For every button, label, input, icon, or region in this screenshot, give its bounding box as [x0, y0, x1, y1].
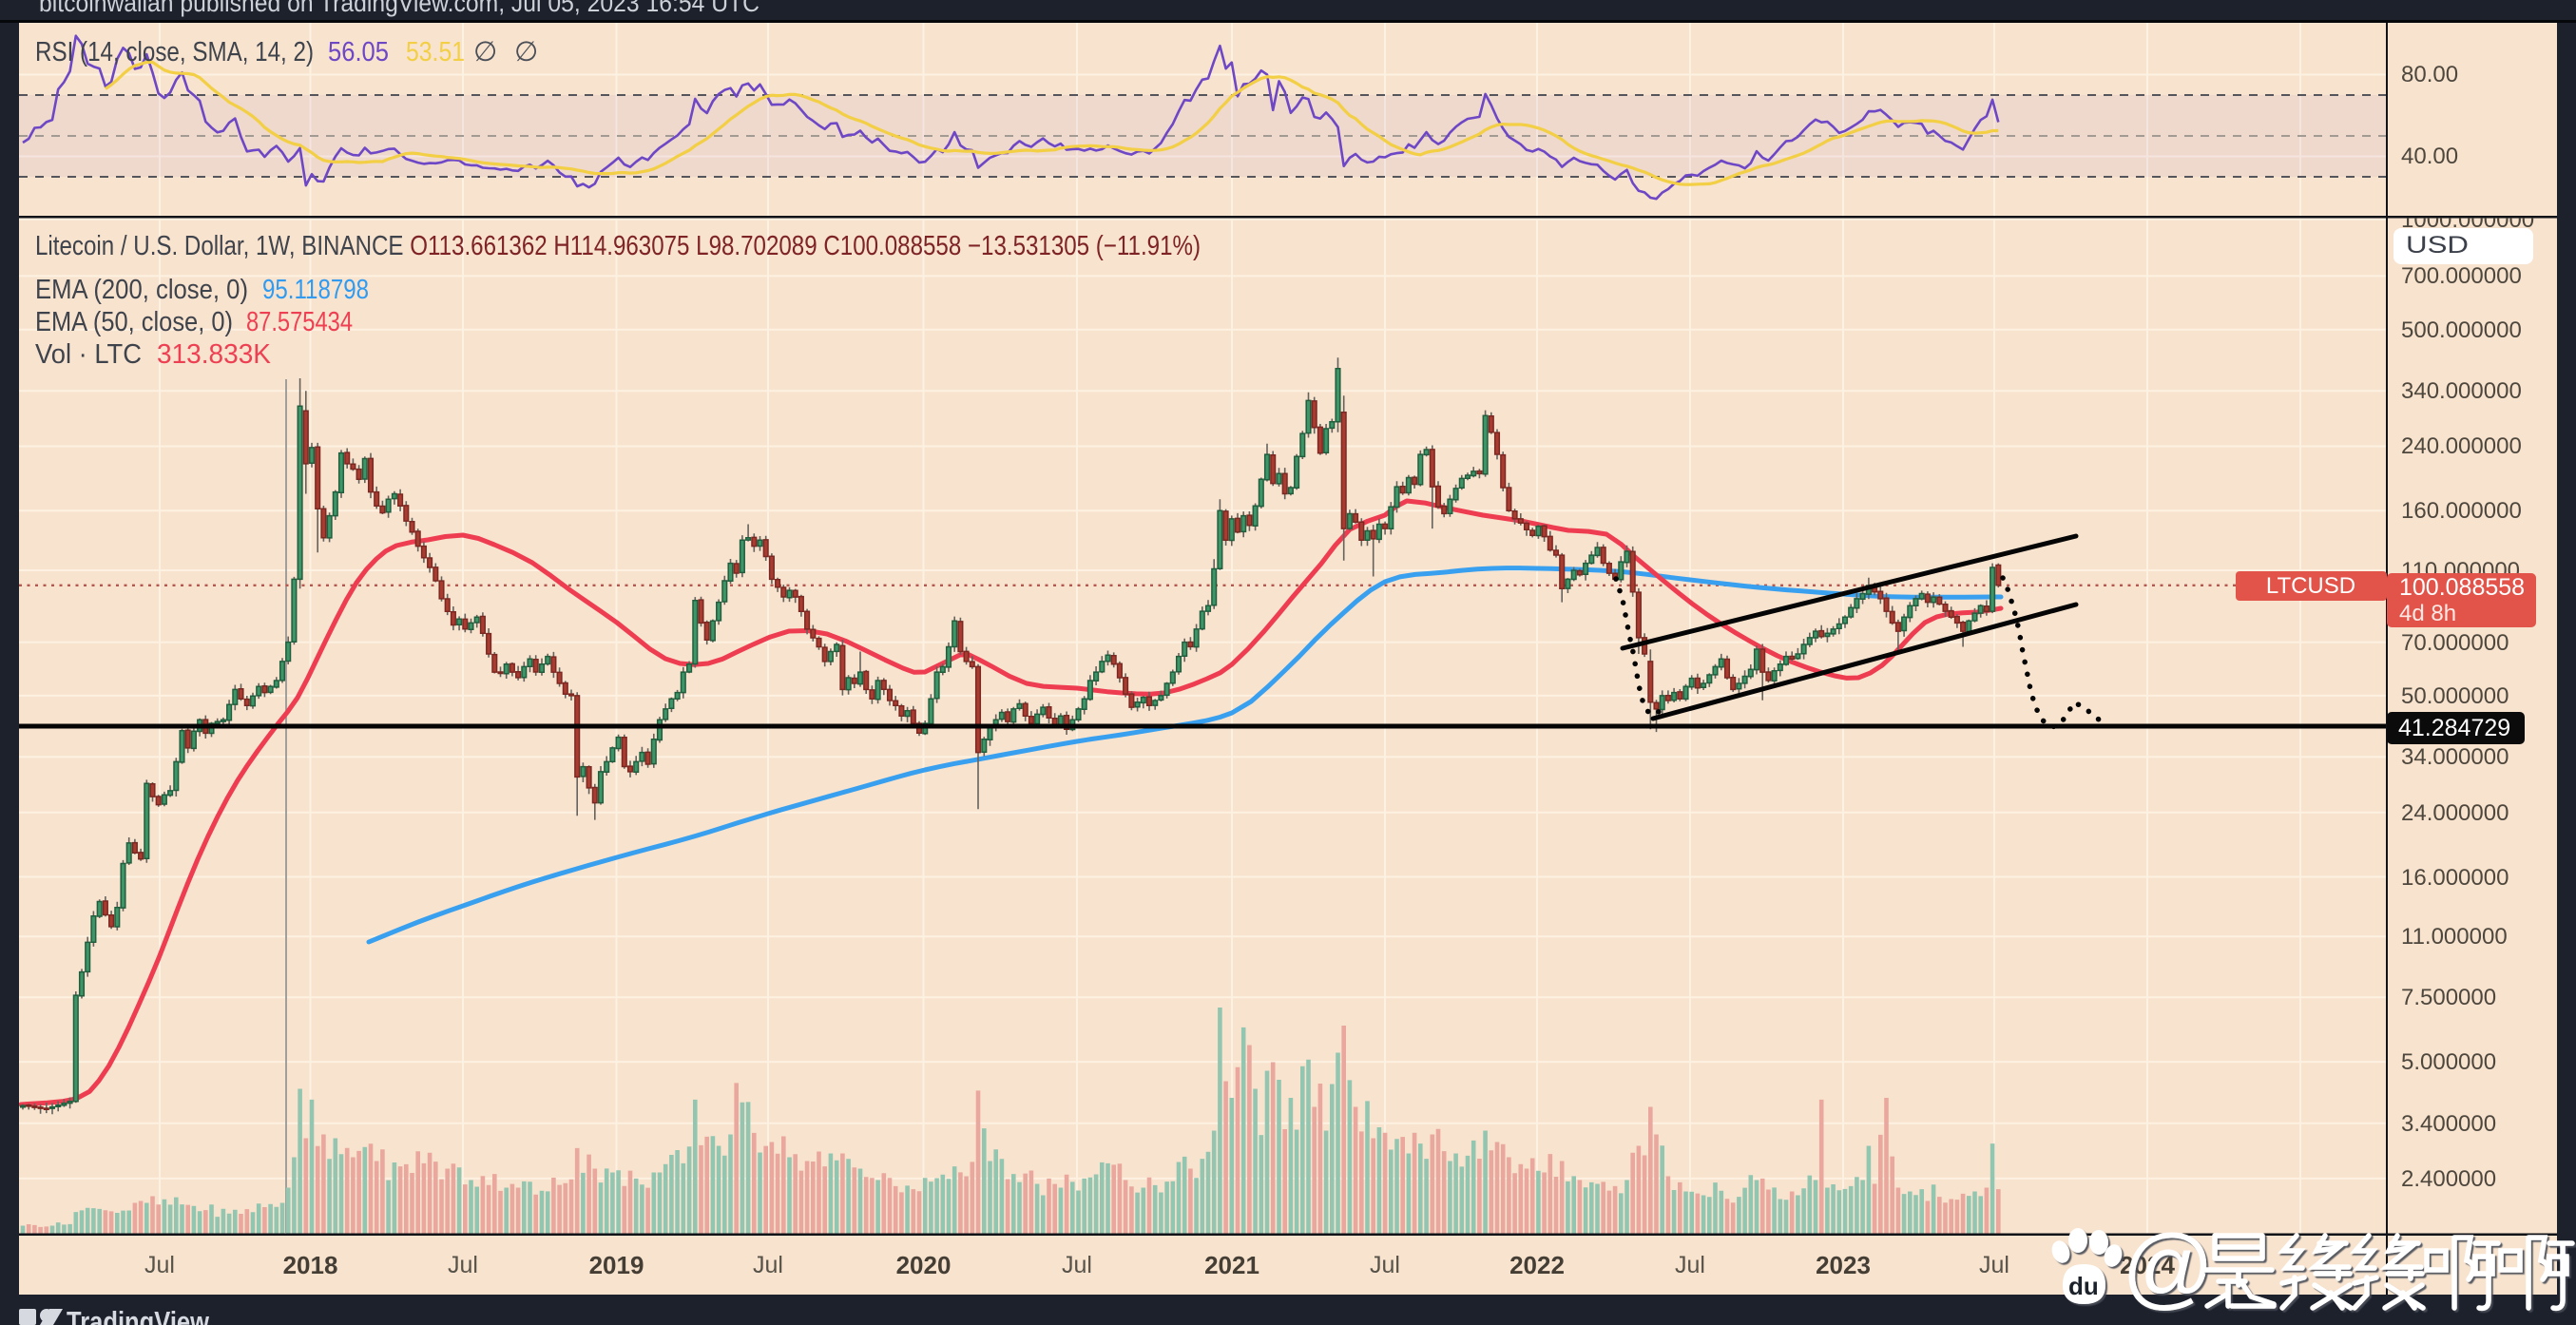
svg-text:∅: ∅ — [473, 37, 497, 67]
svg-text:87.575434: 87.575434 — [246, 307, 353, 337]
svg-text:2024: 2024 — [2120, 1251, 2175, 1279]
svg-text:24.000000: 24.000000 — [2401, 800, 2509, 826]
svg-text:11.000000: 11.000000 — [2401, 924, 2508, 950]
svg-text:3.400000: 3.400000 — [2401, 1111, 2496, 1137]
svg-text:Jul: Jul — [753, 1252, 783, 1278]
svg-text:340.000000: 340.000000 — [2401, 378, 2522, 404]
svg-text:Jul: Jul — [1675, 1252, 1705, 1278]
svg-text:100.088558: 100.088558 — [2399, 574, 2525, 601]
svg-text:40.00: 40.00 — [2401, 144, 2458, 169]
svg-text:2.400000: 2.400000 — [2401, 1166, 2496, 1192]
svg-text:70.000000: 70.000000 — [2401, 630, 2509, 656]
svg-text:240.000000: 240.000000 — [2401, 433, 2522, 459]
svg-text:2022: 2022 — [1509, 1251, 1565, 1279]
svg-text:7.500000: 7.500000 — [2401, 985, 2496, 1010]
svg-text:bitcoinwalian published on Tra: bitcoinwalian published on TradingView.c… — [39, 0, 759, 17]
svg-text:Jul: Jul — [144, 1252, 175, 1278]
svg-text:2019: 2019 — [589, 1251, 644, 1279]
svg-text:56.05: 56.05 — [328, 37, 389, 67]
svg-text:Jul: Jul — [1979, 1252, 2009, 1278]
svg-text:2023: 2023 — [1816, 1251, 1871, 1279]
svg-text:RSI (14, close, SMA, 14, 2): RSI (14, close, SMA, 14, 2) — [35, 37, 314, 67]
svg-text:EMA (200, close, 0): EMA (200, close, 0) — [35, 275, 248, 305]
svg-text:95.118798: 95.118798 — [262, 275, 369, 305]
svg-text:Litecoin / U.S. Dollar, 1W, BI: Litecoin / U.S. Dollar, 1W, BINANCE O113… — [35, 231, 1201, 261]
svg-text:160.000000: 160.000000 — [2401, 498, 2522, 524]
svg-text:50.000000: 50.000000 — [2401, 683, 2509, 709]
svg-text:4d 8h: 4d 8h — [2399, 601, 2456, 626]
svg-text:2018: 2018 — [283, 1251, 338, 1279]
svg-text:USD: USD — [2406, 232, 2469, 259]
svg-text:∅: ∅ — [514, 37, 538, 67]
svg-text:16.000000: 16.000000 — [2401, 865, 2509, 891]
svg-text:41.284729: 41.284729 — [2398, 715, 2510, 741]
svg-text:Jul: Jul — [448, 1252, 478, 1278]
svg-text:700.000000: 700.000000 — [2401, 263, 2522, 289]
svg-text:2021: 2021 — [1204, 1251, 1259, 1279]
svg-text:Jul: Jul — [1370, 1252, 1400, 1278]
svg-text:Jul: Jul — [1062, 1252, 1092, 1278]
svg-text:EMA (50, close, 0): EMA (50, close, 0) — [35, 307, 233, 337]
svg-text:du: du — [2068, 1272, 2099, 1300]
svg-text:TradingView: TradingView — [67, 1305, 210, 1325]
svg-text:@: @ — [2122, 1217, 2214, 1318]
svg-text:313.833K: 313.833K — [157, 339, 272, 370]
svg-text:LTCUSD: LTCUSD — [2266, 573, 2355, 599]
svg-text:53.51: 53.51 — [406, 37, 465, 67]
svg-text:2020: 2020 — [896, 1251, 952, 1279]
svg-text:500.000000: 500.000000 — [2401, 317, 2522, 343]
svg-text:34.000000: 34.000000 — [2401, 744, 2509, 770]
svg-text:5.000000: 5.000000 — [2401, 1049, 2496, 1075]
svg-text:Vol · LTC: Vol · LTC — [35, 339, 142, 370]
svg-text:80.00: 80.00 — [2401, 62, 2458, 87]
